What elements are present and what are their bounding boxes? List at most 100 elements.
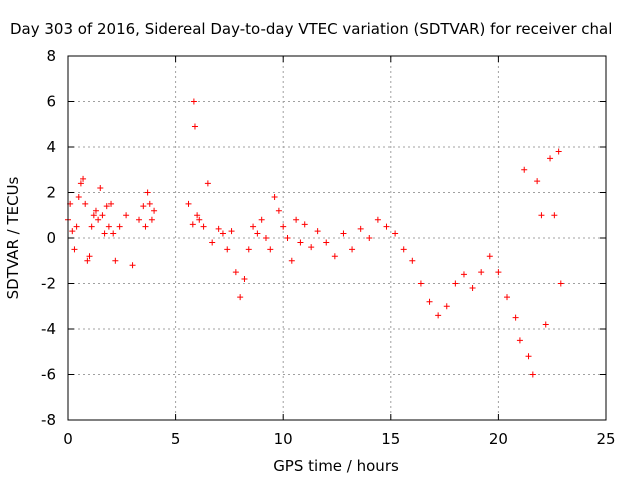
data-point	[534, 178, 541, 185]
x-tick-label: 0	[63, 430, 73, 448]
data-point	[142, 223, 149, 230]
data-point	[297, 239, 304, 246]
data-point	[301, 221, 308, 228]
data-point	[267, 246, 274, 253]
data-point	[71, 246, 78, 253]
data-point	[417, 280, 424, 287]
data-point	[80, 175, 87, 182]
data-point	[516, 337, 523, 344]
y-tick-label: -2	[41, 275, 56, 293]
y-tick-label: -4	[41, 320, 56, 338]
data-point	[97, 184, 104, 191]
data-point	[77, 180, 84, 187]
data-point	[108, 200, 115, 207]
data-point	[314, 228, 321, 235]
y-tick-label: -8	[41, 411, 56, 429]
data-point	[542, 321, 549, 328]
data-point	[204, 180, 211, 187]
data-point	[262, 235, 269, 241]
data-point	[275, 207, 282, 214]
y-tick-label: 4	[46, 138, 56, 156]
data-point	[469, 285, 476, 292]
data-point	[250, 223, 257, 230]
data-point	[86, 253, 93, 260]
data-point	[392, 230, 399, 237]
data-point	[82, 200, 89, 207]
data-point	[271, 194, 278, 201]
data-point	[151, 207, 158, 214]
data-point	[209, 239, 216, 246]
data-point	[374, 216, 381, 223]
x-tick-label: 10	[274, 430, 293, 448]
data-point	[73, 223, 80, 230]
data-point	[101, 230, 108, 237]
data-point	[129, 262, 136, 269]
data-point	[435, 312, 442, 319]
data-point	[288, 257, 295, 264]
data-point	[557, 280, 564, 287]
data-point	[512, 314, 519, 321]
chart-title: Day 303 of 2016, Sidereal Day-to-day VTE…	[10, 20, 612, 38]
data-point	[116, 223, 123, 230]
data-point	[194, 212, 201, 219]
data-point	[144, 189, 151, 196]
data-point	[383, 223, 390, 230]
data-point	[105, 223, 112, 230]
data-point	[69, 228, 76, 235]
data-point	[529, 371, 536, 378]
data-point	[219, 230, 226, 237]
data-point	[190, 98, 197, 105]
data-point	[443, 303, 450, 310]
data-points	[65, 98, 564, 378]
axis-ticks: 0 5 10 15 20 25 -8 -6 -4 -2 0 2 4 6 8	[41, 47, 616, 448]
data-point	[99, 212, 106, 219]
data-point	[215, 225, 222, 232]
data-point	[547, 155, 554, 162]
data-point	[196, 216, 203, 223]
x-tick-label: 5	[171, 430, 181, 448]
data-point	[460, 271, 467, 278]
data-point	[280, 223, 287, 230]
data-point	[84, 257, 91, 264]
data-point	[452, 280, 459, 287]
data-point	[293, 216, 300, 223]
data-point	[284, 235, 291, 241]
data-point	[478, 269, 485, 276]
data-point	[92, 207, 99, 214]
x-axis-label: GPS time / hours	[273, 457, 399, 475]
y-tick-label: 2	[46, 184, 56, 202]
data-point	[426, 298, 433, 305]
data-point	[148, 216, 155, 223]
data-point	[551, 212, 558, 219]
data-point	[555, 148, 562, 155]
data-point	[400, 246, 407, 253]
data-point	[308, 244, 315, 251]
data-point	[232, 269, 239, 276]
data-point	[136, 216, 143, 223]
data-point	[254, 230, 261, 237]
y-tick-label: 0	[46, 229, 56, 247]
data-point	[495, 269, 502, 276]
data-point	[409, 257, 416, 264]
data-point	[237, 294, 244, 301]
data-point	[357, 225, 364, 232]
x-tick-label: 15	[381, 430, 400, 448]
data-point	[110, 230, 117, 237]
data-point	[88, 223, 95, 230]
data-point	[200, 223, 207, 230]
data-point	[185, 200, 192, 207]
y-tick-label: 6	[46, 93, 56, 111]
grid	[68, 56, 606, 420]
y-tick-label: 8	[46, 47, 56, 65]
x-tick-label: 20	[489, 430, 508, 448]
data-point	[323, 239, 330, 246]
data-point	[228, 228, 235, 235]
data-point	[331, 253, 338, 260]
y-tick-label: -6	[41, 366, 56, 384]
data-point	[112, 257, 119, 264]
data-point	[241, 275, 248, 282]
data-point	[504, 294, 511, 301]
data-point	[366, 235, 373, 241]
